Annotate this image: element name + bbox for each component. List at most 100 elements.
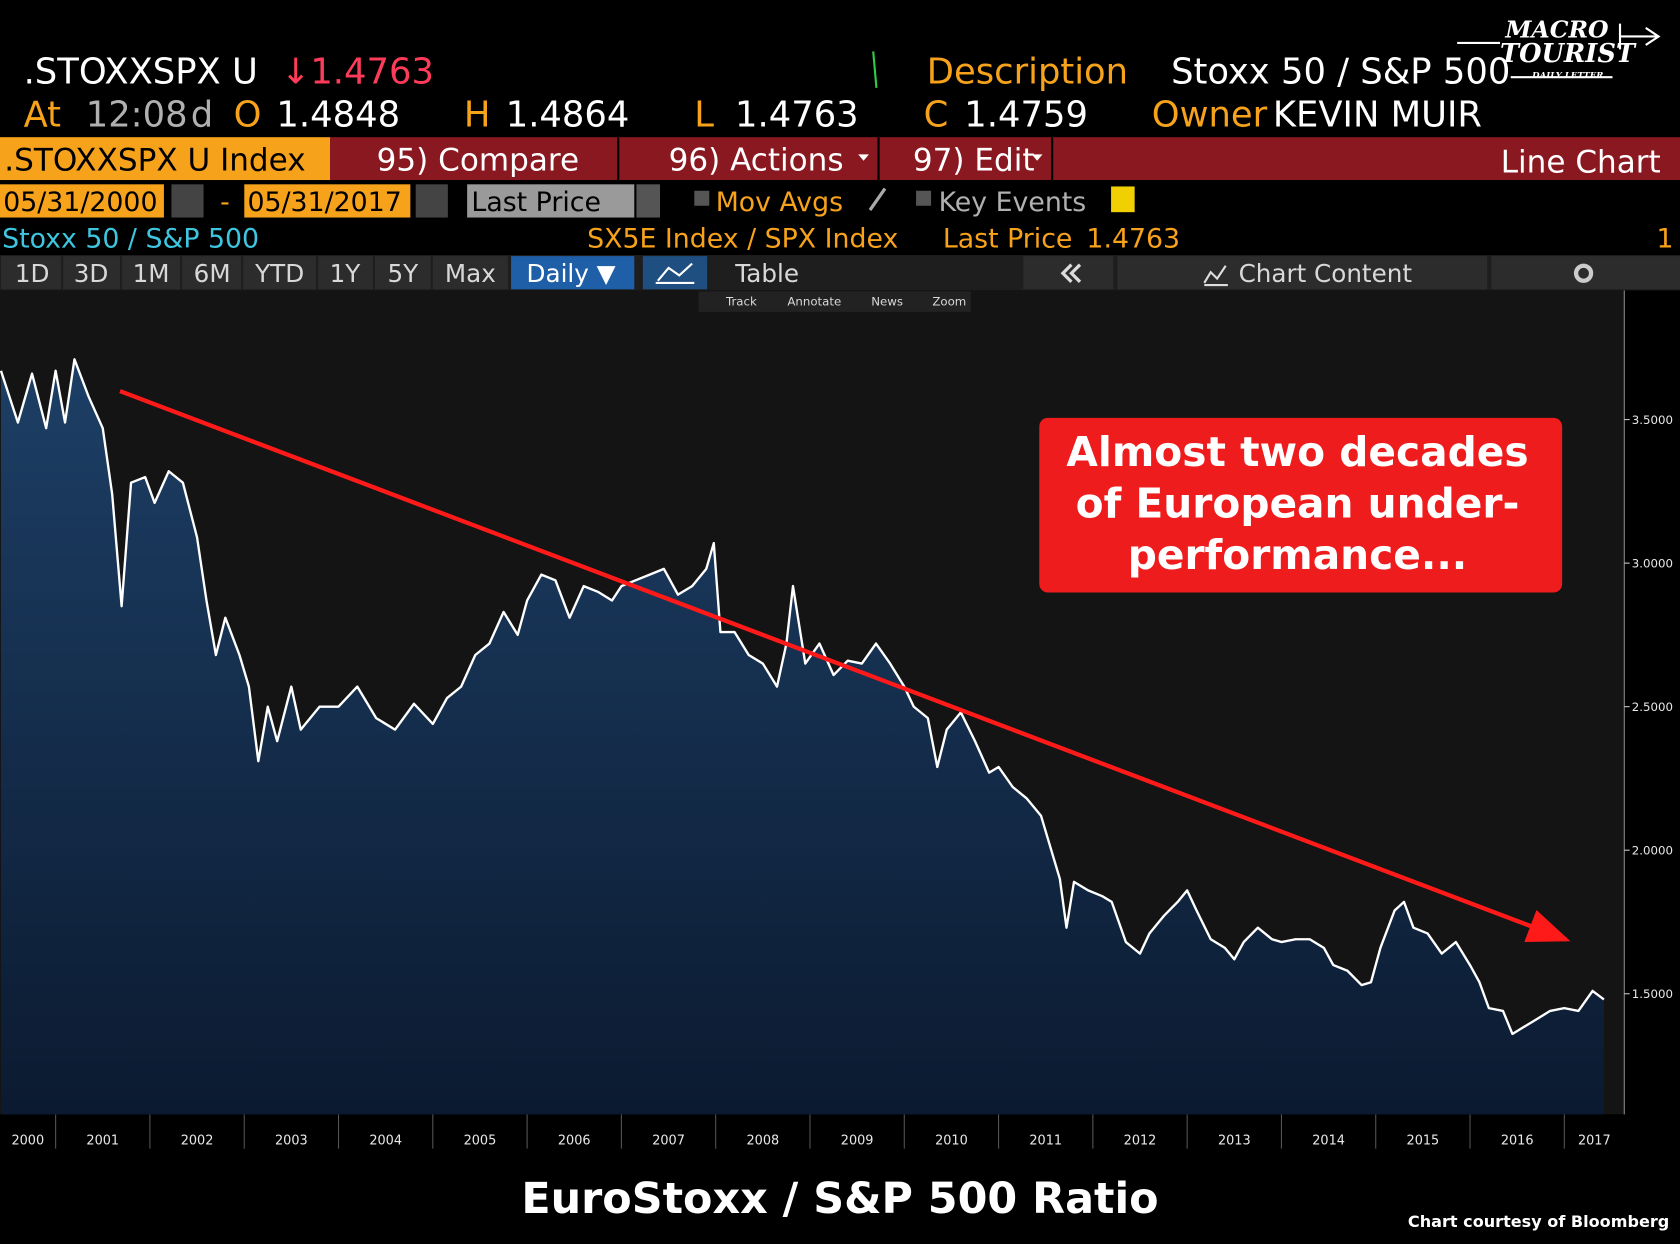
frequency-tab[interactable] <box>511 256 635 290</box>
chart-title: EuroStoxx / S&P 500 Ratio <box>521 1174 1158 1224</box>
field-box[interactable] <box>467 184 635 218</box>
label: O <box>234 94 262 135</box>
x-axis-band <box>0 1114 1625 1160</box>
frequency-label[interactable]: Daily ▼ <box>527 259 616 288</box>
toolbar-item[interactable]: Zoom <box>932 294 966 308</box>
dropdown-caret <box>858 154 869 161</box>
tab-label[interactable]: 1Y <box>330 259 362 288</box>
tab[interactable] <box>1 256 62 290</box>
x-tick-label: 2002 <box>181 1133 214 1148</box>
calendar-button[interactable] <box>171 184 204 218</box>
x-tick-label: 2009 <box>841 1133 874 1148</box>
owner: KEVIN MUIR <box>1273 94 1482 135</box>
ticker: .STOXXSPX U <box>24 52 258 93</box>
collapse-icon[interactable] <box>1060 263 1082 283</box>
collapse-button[interactable] <box>1023 256 1114 290</box>
y-tick-label: 2.0000 <box>1632 843 1673 857</box>
date-separator: - <box>220 187 230 218</box>
tab[interactable] <box>63 256 120 290</box>
key-events[interactable]: Key Events <box>939 187 1087 218</box>
x-tick-label: 2006 <box>558 1133 591 1148</box>
field-value: 1.4763 <box>1086 224 1180 255</box>
y-tick-label: 1.5000 <box>1632 987 1673 1001</box>
tab[interactable] <box>243 256 317 290</box>
tab-label[interactable]: YTD <box>254 259 304 288</box>
logo-text: DAILY LETTER <box>1531 71 1603 81</box>
series-name: Stoxx 50 / S&P 500 <box>2 224 259 255</box>
tab-label[interactable]: Max <box>445 259 496 288</box>
x-tick-label: 2005 <box>464 1133 497 1148</box>
end-date[interactable]: 05/31/2017 <box>247 187 401 218</box>
x-tick-label: 2015 <box>1407 1133 1440 1148</box>
x-tick-label: 2003 <box>275 1133 308 1148</box>
chart-source: Chart courtesy of Bloomberg <box>1408 1212 1669 1231</box>
x-tick-label: 2012 <box>1124 1133 1157 1148</box>
table-tab[interactable]: Table <box>734 259 799 288</box>
x-tick-label: 2011 <box>1029 1133 1062 1148</box>
tab-label[interactable]: 5Y <box>387 259 419 288</box>
x-tick-label: 2016 <box>1501 1133 1534 1148</box>
callout-text: performance... <box>1128 531 1468 579</box>
toolbar-item[interactable]: Track <box>725 294 757 308</box>
label: Owner <box>1152 94 1268 135</box>
x-tick-label: 2004 <box>369 1133 402 1148</box>
tab-label[interactable]: 3D <box>74 259 109 288</box>
settings-button[interactable] <box>1491 256 1680 290</box>
tab[interactable] <box>318 256 373 290</box>
info-icon[interactable] <box>1111 186 1135 213</box>
tab[interactable] <box>432 256 508 290</box>
checkbox[interactable] <box>916 190 932 206</box>
tab-label[interactable]: 1M <box>133 259 170 288</box>
trend-arrow <box>119 389 1571 943</box>
label: Description <box>927 52 1128 93</box>
x-tick-label: 2017 <box>1578 1133 1611 1148</box>
checkbox[interactable] <box>694 190 710 206</box>
menu-item[interactable]: 95) Compare <box>377 142 579 178</box>
dropdown-button[interactable] <box>636 184 660 218</box>
x-tick-label: 2001 <box>86 1133 119 1148</box>
x-tick-label: 2000 <box>11 1133 44 1148</box>
tab[interactable] <box>375 256 431 290</box>
label: At <box>24 94 62 135</box>
chart-icon <box>655 262 695 284</box>
mov-avgs[interactable]: Mov Avgs <box>716 187 843 218</box>
start-date[interactable]: 05/31/2000 <box>3 187 157 218</box>
y-tick-label: 3.0000 <box>1632 556 1673 570</box>
tab[interactable] <box>122 256 180 290</box>
securities: SX5E Index / SPX Index <box>587 224 898 255</box>
gear-icon[interactable] <box>1573 263 1594 283</box>
tab-label[interactable]: 6M <box>194 259 231 288</box>
logo-text: MACRO <box>1504 16 1609 44</box>
tab[interactable] <box>182 256 242 290</box>
menu-item[interactable]: 97) Edit <box>913 142 1035 178</box>
chart-content-button[interactable] <box>1117 256 1488 290</box>
pencil-icon[interactable] <box>868 187 887 211</box>
sparkline <box>872 51 878 88</box>
calendar-button[interactable] <box>415 184 448 218</box>
price-field[interactable]: Last Price <box>471 187 601 218</box>
toolbar-item[interactable]: News <box>871 294 903 308</box>
x-tick-label: 2008 <box>746 1133 779 1148</box>
callout-text: of European under- <box>1076 480 1520 528</box>
y-tick-label: 2.5000 <box>1632 700 1673 714</box>
date-box[interactable] <box>244 184 411 218</box>
menu-security[interactable]: .STOXXSPX U Index <box>4 142 305 178</box>
label: C <box>924 94 949 135</box>
menu-item[interactable]: 96) Actions <box>669 142 844 178</box>
toolbar-item[interactable]: Annotate <box>787 294 841 308</box>
date-box[interactable] <box>0 184 164 218</box>
count: 1 <box>1657 224 1674 255</box>
chart-content-label[interactable]: Chart Content <box>1239 259 1413 288</box>
menu-bar <box>330 137 1680 181</box>
description: Stoxx 50 / S&P 500 <box>1171 52 1510 93</box>
open-price: 1.4848 <box>276 94 400 135</box>
x-tick-label: 2010 <box>935 1133 968 1148</box>
tab-label[interactable]: 1D <box>15 259 50 288</box>
time-suffix: d <box>191 94 213 135</box>
menu-item[interactable]: Line Chart <box>1501 145 1661 181</box>
label: H <box>464 94 491 135</box>
security-box[interactable] <box>0 137 330 181</box>
overlay: .STOXXSPX U ↓1.4763 Description Stoxx 50 / … <box>1 16 1674 1231</box>
